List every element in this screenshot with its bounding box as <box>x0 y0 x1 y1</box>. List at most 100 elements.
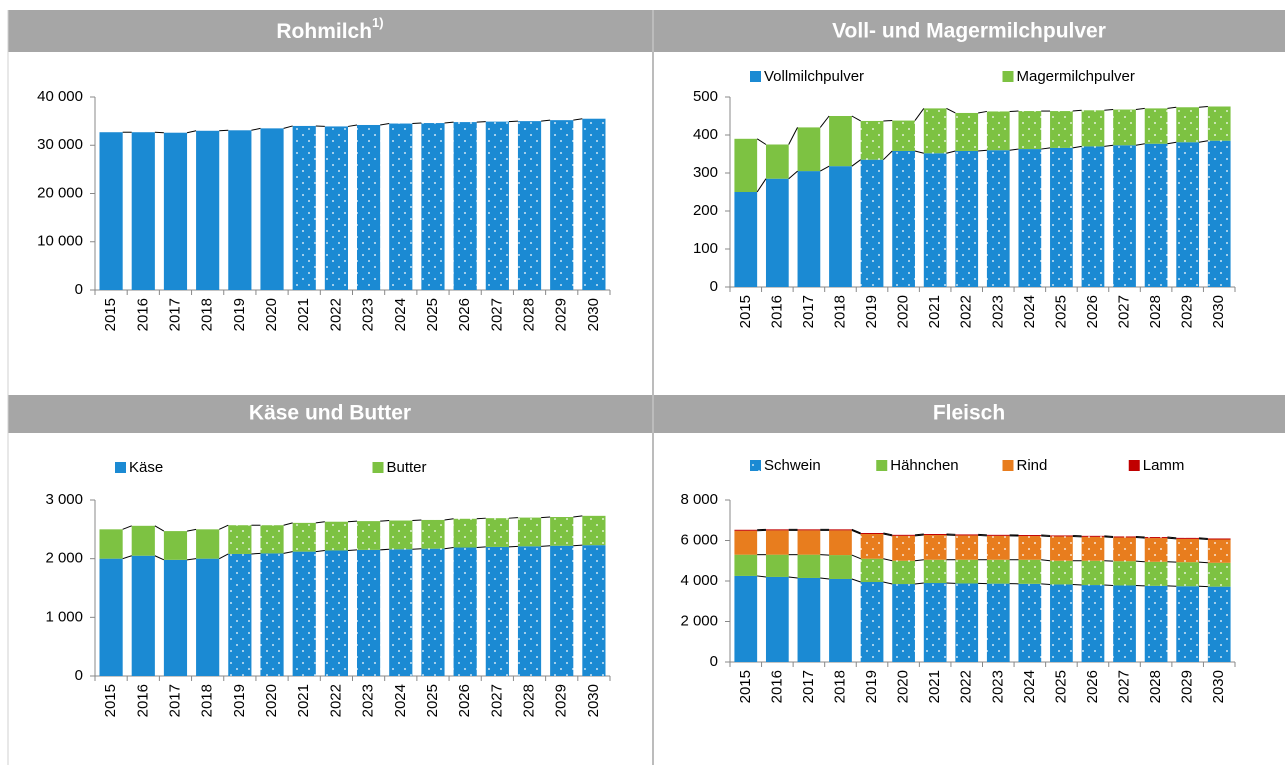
x-tick-label: 2022 <box>327 684 344 717</box>
x-tick-label: 2024 <box>1021 670 1038 703</box>
chart-title: Fleisch <box>933 402 1005 425</box>
bar-segment <box>923 535 947 560</box>
x-tick-label: 2025 <box>424 298 441 331</box>
bar-segment <box>550 120 574 290</box>
y-tick-label: 0 <box>75 667 83 684</box>
x-tick-label: 2025 <box>1052 295 1069 328</box>
bar-segment <box>517 546 542 676</box>
x-tick-label: 2020 <box>263 298 280 331</box>
bar-segment <box>389 123 413 290</box>
bar-segment <box>986 535 1010 560</box>
connector-line <box>1198 538 1208 540</box>
x-tick-label: 2016 <box>768 670 785 703</box>
connector-line <box>883 533 893 537</box>
bar-segment <box>1144 538 1168 562</box>
bar-segment <box>892 560 915 585</box>
bar-segment <box>99 132 123 290</box>
x-tick-label: 2024 <box>1021 295 1038 328</box>
x-tick-label: 2022 <box>958 670 975 703</box>
y-tick-label: 2 000 <box>680 612 718 629</box>
x-tick-label: 2017 <box>800 670 817 703</box>
bar-segment <box>324 550 348 676</box>
x-tick-label: 2025 <box>424 684 441 717</box>
bar-segment <box>1113 537 1136 562</box>
connector-line <box>788 127 798 145</box>
bar-segment <box>1207 562 1231 587</box>
connector-line <box>380 123 390 126</box>
bar-segment <box>829 529 852 531</box>
bar-segment <box>1176 562 1200 587</box>
connector-line <box>283 551 293 554</box>
bar-segment <box>797 554 821 578</box>
x-tick-label: 2026 <box>1084 295 1101 328</box>
connector-line <box>1167 106 1177 109</box>
bar-segment <box>1113 585 1136 662</box>
bar-segment <box>829 530 852 556</box>
bar-segment <box>986 534 1010 536</box>
bar-segment <box>196 558 220 676</box>
bar-segment <box>357 521 381 550</box>
x-tick-label: 2029 <box>1179 295 1196 328</box>
connector-line <box>541 545 551 547</box>
y-tick-label: 30 000 <box>37 136 83 153</box>
bar-segment <box>734 529 758 531</box>
x-tick-label: 2023 <box>360 298 377 331</box>
title-bar <box>8 10 652 52</box>
connector-line <box>347 124 358 127</box>
bar-segment <box>734 554 758 576</box>
bar-segment <box>1018 536 1042 560</box>
bar-segment <box>892 584 915 662</box>
bar-segment <box>1207 586 1231 662</box>
bar-segment <box>421 519 445 549</box>
x-tick-label: 2021 <box>926 670 943 703</box>
y-tick-label: 400 <box>693 126 718 143</box>
bar-segment <box>453 122 477 290</box>
bar-segment <box>765 529 789 531</box>
connector-line <box>914 150 924 154</box>
connector-line <box>914 533 924 536</box>
x-tick-label: 2028 <box>1147 295 1164 328</box>
bar-segment <box>1081 535 1105 537</box>
bar-segment <box>829 578 852 662</box>
connector-line <box>283 522 293 526</box>
connector-line <box>573 515 583 518</box>
connector-line <box>1167 536 1177 539</box>
bar-segment <box>196 130 220 290</box>
bar-segment <box>797 529 821 531</box>
connector-line <box>1135 536 1145 539</box>
y-tick-label: 3 000 <box>45 491 83 508</box>
legend-swatch <box>750 71 761 82</box>
connector-line <box>186 558 197 561</box>
connector-line <box>1135 107 1145 111</box>
x-tick-label: 2028 <box>1147 670 1164 703</box>
bar-segment <box>734 192 758 287</box>
y-tick-label: 6 000 <box>680 531 718 548</box>
connector-line <box>1135 560 1145 563</box>
bar-segment <box>860 159 884 287</box>
x-tick-label: 2017 <box>800 295 817 328</box>
connector-line <box>412 519 422 522</box>
x-tick-label: 2019 <box>231 684 248 717</box>
connector-line <box>154 525 165 532</box>
connector-line <box>1135 143 1145 146</box>
bar-segment <box>1144 585 1168 662</box>
connector-line <box>820 577 830 580</box>
connector-line <box>819 115 830 128</box>
bar-segment <box>955 150 979 287</box>
legend-label: Lamm <box>1143 457 1185 474</box>
connector-line <box>756 138 767 145</box>
bar-segment <box>765 144 789 179</box>
bar-segment <box>485 546 509 676</box>
bar-segment <box>1207 538 1231 540</box>
connector-line <box>883 150 893 161</box>
connector-line <box>380 548 390 551</box>
x-tick-label: 2029 <box>553 684 570 717</box>
bar-segment <box>1176 142 1200 287</box>
bar-segment <box>517 121 542 290</box>
connector-line <box>315 521 325 524</box>
connector-line <box>219 553 229 560</box>
x-tick-label: 2018 <box>831 670 848 703</box>
bar-segment <box>1113 109 1136 146</box>
connector-line <box>883 581 893 585</box>
connector-line <box>476 517 486 520</box>
